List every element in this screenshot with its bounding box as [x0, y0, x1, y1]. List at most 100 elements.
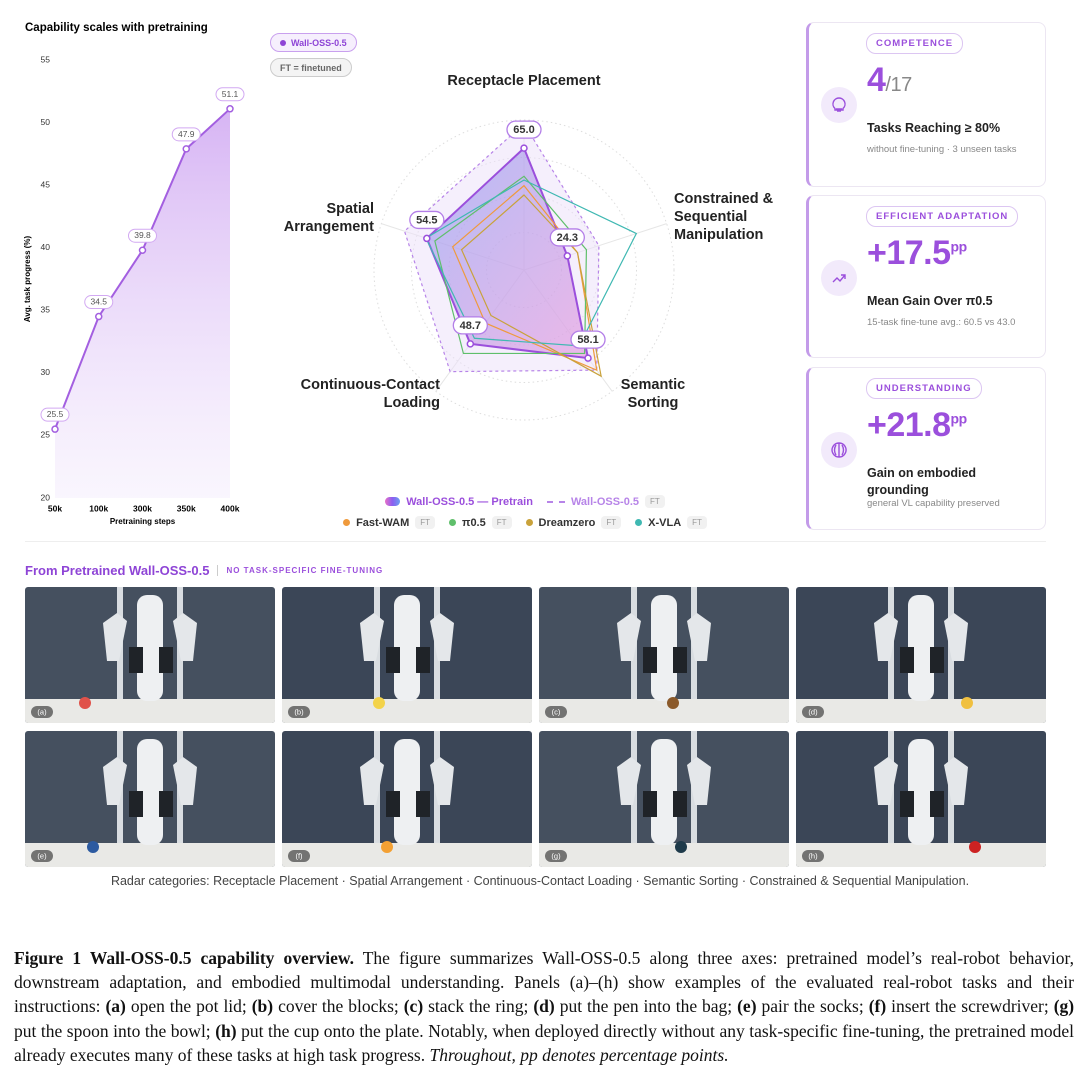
- tower: [908, 739, 934, 845]
- legend-text: π0.5: [462, 516, 486, 529]
- y-axis-label: Avg. task progress (%): [23, 235, 32, 322]
- task-key: (a): [105, 996, 126, 1017]
- legend-text: Fast-WAM: [356, 516, 410, 529]
- badge: FT = finetuned: [270, 58, 352, 77]
- panel-label: (a): [37, 707, 47, 716]
- photo-panel: (f): [282, 731, 532, 867]
- value-label: 47.9: [178, 129, 195, 139]
- table: [539, 843, 789, 867]
- x-tick-label: 50k: [48, 503, 62, 513]
- arm: [430, 613, 454, 661]
- task-text: cover the blocks;: [278, 996, 399, 1017]
- table: [539, 699, 789, 723]
- task-key: (c): [403, 996, 424, 1017]
- arm: [687, 613, 711, 661]
- object: [381, 841, 393, 853]
- legend-text: Dreamzero: [538, 516, 596, 529]
- task-key: (g): [1053, 996, 1075, 1017]
- icon: [821, 260, 857, 296]
- tag-bg: [288, 850, 310, 862]
- photo: (d): [796, 587, 1046, 723]
- value: 4: [867, 61, 886, 99]
- object: [961, 697, 973, 709]
- task-text: insert the screwdriver;: [891, 996, 1049, 1017]
- legend-swatch: [385, 497, 401, 506]
- stat-card: EFFICIENT ADAPTATION +17.5pp Mean Gain Ove…: [806, 195, 1046, 358]
- photo-panel: (b): [282, 587, 532, 723]
- value-label: 39.8: [134, 230, 151, 240]
- point: [51, 425, 59, 433]
- legend-swatch: [449, 519, 457, 526]
- arm: [944, 613, 968, 661]
- arm: [874, 613, 898, 661]
- task-key: (e): [737, 996, 757, 1017]
- photo: (g): [539, 731, 789, 867]
- legend-row: Fast-WAM FT π0.5 FT Dreamzero FT X-VLA FT: [300, 516, 750, 529]
- legend-row: Wall-OSS-0.5 — Pretrain Wall-OSS-0.5 FT: [300, 495, 750, 508]
- gripper: [900, 791, 914, 817]
- gripper: [386, 647, 400, 673]
- gripper: [643, 647, 657, 673]
- card-label: COMPETENCE: [866, 33, 964, 54]
- grid-ring: [411, 157, 637, 383]
- legend-swatch: [635, 519, 643, 526]
- value-suffix: /17: [885, 74, 912, 96]
- gripper: [930, 791, 944, 817]
- value-pill: [40, 407, 70, 422]
- card-label: UNDERSTANDING: [866, 378, 982, 399]
- photo-panel: (g): [539, 731, 789, 867]
- photo: (c): [539, 587, 789, 723]
- value-label: 54.5: [416, 214, 437, 226]
- point: [95, 312, 103, 321]
- x-tick-label: 350k: [177, 503, 196, 513]
- arm: [944, 757, 968, 805]
- card-caption: Mean Gain Over π0.5: [867, 294, 993, 308]
- figure-caption: Figure 1 Wall-OSS-0.5 capability overvie…: [14, 946, 1074, 1068]
- caption-outro: Notably, when deployed directly without …: [14, 1020, 1074, 1066]
- photo-panel: (a): [25, 587, 275, 723]
- tag-bg: [802, 706, 824, 718]
- tower: [651, 739, 677, 845]
- photo-panel: (h): [796, 731, 1046, 867]
- gripper: [673, 791, 687, 817]
- x-axis-label: Pretraining steps: [110, 517, 176, 526]
- value-pill: [549, 228, 585, 247]
- legend-item: Wall-OSS-0.5 — Pretrain: [385, 496, 533, 508]
- photo: (f): [282, 731, 532, 867]
- gripper: [159, 647, 173, 673]
- panel-label: (c): [552, 707, 561, 716]
- tower: [908, 595, 934, 701]
- y-tick-label: 45: [41, 179, 51, 189]
- tag-bg: [545, 706, 567, 718]
- gripper: [129, 791, 143, 817]
- table: [25, 699, 275, 723]
- legend-text: Wall-OSS-0.5: [570, 495, 640, 508]
- value-pill: [506, 120, 542, 139]
- arm: [360, 613, 384, 661]
- panel-label: (b): [294, 707, 304, 716]
- table: [796, 699, 1046, 723]
- value-label: 34.5: [90, 296, 107, 306]
- point: [182, 145, 190, 153]
- card-value: +17.5pp: [867, 234, 967, 273]
- area: [55, 108, 230, 498]
- arm: [173, 613, 197, 661]
- caption-intro: The figure summarizes Wall-OSS-0.5 along…: [14, 947, 1074, 1017]
- table: [282, 843, 532, 867]
- photo-panel: (d): [796, 587, 1046, 723]
- gripper: [416, 791, 430, 817]
- object: [675, 841, 687, 853]
- photo: (b): [282, 587, 532, 723]
- legend-swatch: [546, 500, 565, 503]
- card-caption: Gain on embodied grounding: [867, 466, 977, 497]
- task-text: stack the ring;: [428, 996, 529, 1017]
- arm: [687, 757, 711, 805]
- icon: [821, 87, 857, 123]
- axis-label: Receptacle Placement: [447, 73, 601, 89]
- task-key: (d): [533, 996, 555, 1017]
- axis-label: Continuous-Contact Loading: [300, 377, 440, 411]
- task-text: open the pot lid;: [130, 996, 247, 1017]
- radar-point: [584, 354, 592, 362]
- gripper: [930, 647, 944, 673]
- task-key: (h): [215, 1020, 237, 1041]
